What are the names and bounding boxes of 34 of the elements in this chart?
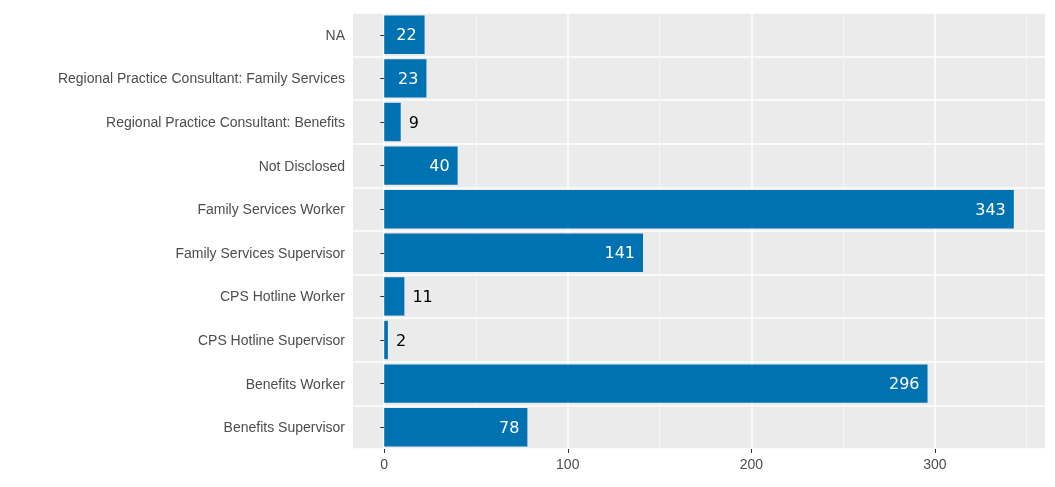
y-tick-label: Regional Practice Consultant: Benefits: [106, 114, 345, 130]
y-tick-label: Not Disclosed: [258, 157, 345, 174]
y-tick-label: Benefits Worker: [245, 375, 346, 392]
data-label: 343: [975, 199, 1006, 219]
data-label: 40: [429, 156, 450, 176]
bar: [384, 408, 528, 447]
data-label: 9: [408, 112, 419, 132]
y-tick-label: Family Services Supervisor: [175, 244, 346, 261]
y-tick-label: CPS Hotline Worker: [219, 288, 346, 305]
x-tick-label: 200: [739, 456, 764, 472]
x-tick-label: 300: [923, 456, 947, 472]
bar: [384, 15, 425, 54]
x-tick-label: 100: [556, 456, 580, 472]
data-label: 296: [888, 374, 920, 394]
bar: [384, 277, 405, 316]
data-label: 78: [499, 417, 520, 437]
bar: [384, 320, 388, 360]
bar: [384, 190, 1014, 229]
y-tick-label: NA: [325, 26, 346, 43]
data-label: 22: [396, 25, 417, 45]
data-label: 141: [604, 243, 636, 263]
data-label: 11: [412, 286, 433, 306]
y-tick-label: CPS Hotline Supervisor: [197, 332, 346, 348]
y-tick-label: Family Services Worker: [197, 201, 346, 218]
y-tick-label: Benefits Supervisor: [223, 419, 346, 436]
bar: [384, 146, 458, 185]
bar: [384, 59, 427, 98]
data-label: 23: [398, 68, 419, 88]
bar: [384, 233, 644, 272]
x-tick-label: 0: [380, 456, 389, 472]
y-tick-label: Regional Practice Consultant: Family Services: [57, 70, 345, 87]
data-label: 2: [395, 330, 407, 350]
bar: [384, 102, 401, 142]
bar: [384, 364, 928, 403]
